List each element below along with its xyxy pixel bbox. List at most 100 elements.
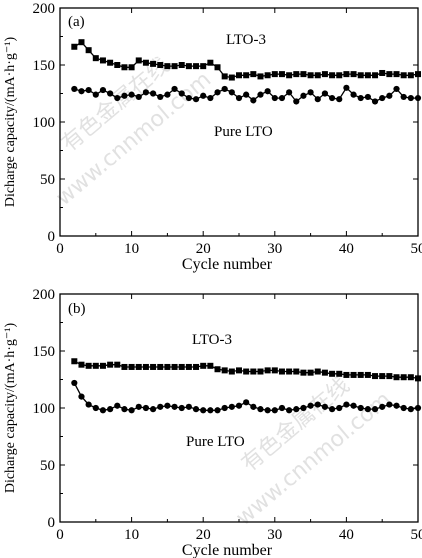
x-tick-label: 40: [339, 527, 354, 543]
data-point-circle: [243, 399, 250, 406]
x-tick-label: 30: [267, 241, 282, 257]
data-point-circle: [400, 404, 407, 412]
data-point-square: [286, 72, 293, 79]
data-point-circle: [414, 94, 422, 102]
data-point-square: [185, 63, 192, 70]
data-point-circle: [128, 91, 135, 98]
data-point-circle: [286, 407, 293, 414]
data-point-circle: [379, 403, 386, 410]
y-tick-label: 200: [33, 1, 56, 17]
data-point-circle: [85, 401, 92, 408]
data-point-square: [221, 367, 228, 374]
data-point-circle: [221, 404, 228, 412]
data-point-square: [278, 71, 285, 78]
data-point-square: [250, 71, 257, 78]
data-point-circle: [214, 89, 221, 96]
data-point-square: [85, 362, 92, 369]
data-point-circle: [400, 93, 407, 101]
data-point-square: [85, 47, 92, 54]
data-point-circle: [243, 91, 250, 98]
data-point-square: [321, 369, 328, 376]
series-label: Pure LTO: [186, 434, 245, 450]
data-point-square: [150, 363, 157, 370]
data-point-circle: [293, 406, 300, 413]
data-point-circle: [207, 94, 214, 102]
data-point-circle: [171, 85, 178, 93]
data-point-circle: [142, 89, 150, 96]
data-point-circle: [157, 403, 164, 410]
data-point-circle: [92, 91, 99, 98]
data-point-circle: [264, 407, 271, 414]
data-point-circle: [343, 401, 350, 408]
data-point-square: [264, 72, 271, 79]
x-tick-label: 0: [56, 241, 64, 257]
data-point-square: [214, 64, 221, 71]
data-point-circle: [78, 393, 85, 400]
data-point-square: [257, 368, 264, 375]
series-label: Pure LTO: [214, 124, 273, 140]
data-point-square: [400, 374, 407, 381]
data-point-circle: [207, 407, 214, 414]
data-point-square: [207, 59, 214, 66]
data-point-circle: [364, 93, 371, 101]
data-point-square: [128, 363, 135, 370]
data-point-circle: [192, 406, 200, 413]
data-point-square: [164, 63, 171, 70]
data-point-circle: [235, 402, 243, 409]
data-point-square: [107, 361, 114, 368]
data-point-square: [407, 374, 414, 381]
data-point-square: [278, 368, 285, 375]
data-point-circle: [357, 404, 364, 412]
data-point-square: [336, 370, 343, 377]
data-point-square: [307, 72, 314, 79]
data-point-square: [99, 362, 106, 369]
data-point-circle: [135, 93, 142, 101]
data-point-circle: [157, 93, 164, 101]
data-point-square: [71, 358, 78, 365]
y-tick-label: 0: [48, 515, 56, 531]
data-point-square: [121, 363, 128, 370]
data-point-circle: [336, 404, 343, 412]
y-tick-label: 150: [33, 58, 56, 74]
data-point-circle: [286, 89, 293, 96]
data-point-circle: [185, 403, 192, 410]
data-point-circle: [92, 404, 99, 412]
data-point-square: [236, 367, 242, 374]
x-tick-label: 40: [339, 241, 354, 257]
data-point-square: [200, 63, 207, 70]
panel-label: (b): [68, 301, 86, 317]
data-point-circle: [414, 404, 422, 412]
data-point-circle: [250, 403, 257, 410]
data-point-circle: [293, 98, 300, 105]
data-point-circle: [314, 401, 321, 408]
data-point-square: [329, 72, 336, 79]
data-point-circle: [228, 89, 235, 96]
data-point-circle: [121, 92, 128, 99]
data-point-square: [164, 363, 171, 370]
data-point-circle: [257, 91, 264, 98]
data-point-circle: [114, 402, 121, 409]
data-point-square: [178, 363, 185, 370]
data-point-square: [372, 72, 379, 79]
data-point-circle: [407, 406, 414, 413]
data-point-square: [157, 62, 164, 68]
data-point-circle: [142, 404, 150, 412]
data-point-square: [228, 74, 235, 81]
data-point-square: [321, 71, 328, 78]
data-point-circle: [336, 96, 343, 103]
data-point-circle: [200, 407, 207, 414]
data-point-square: [114, 361, 121, 368]
data-point-square: [343, 371, 350, 378]
y-tick-label: 200: [33, 287, 56, 303]
data-point-square: [314, 368, 321, 375]
data-point-square: [271, 71, 278, 78]
y-tick-label: 50: [40, 172, 55, 188]
data-point-square: [221, 73, 228, 80]
data-point-square: [350, 371, 357, 378]
data-point-circle: [200, 92, 207, 99]
data-point-square: [250, 368, 257, 375]
y-tick-label: 100: [33, 401, 56, 417]
data-point-circle: [107, 406, 114, 413]
data-point-circle: [164, 91, 171, 98]
data-point-square: [293, 71, 300, 78]
